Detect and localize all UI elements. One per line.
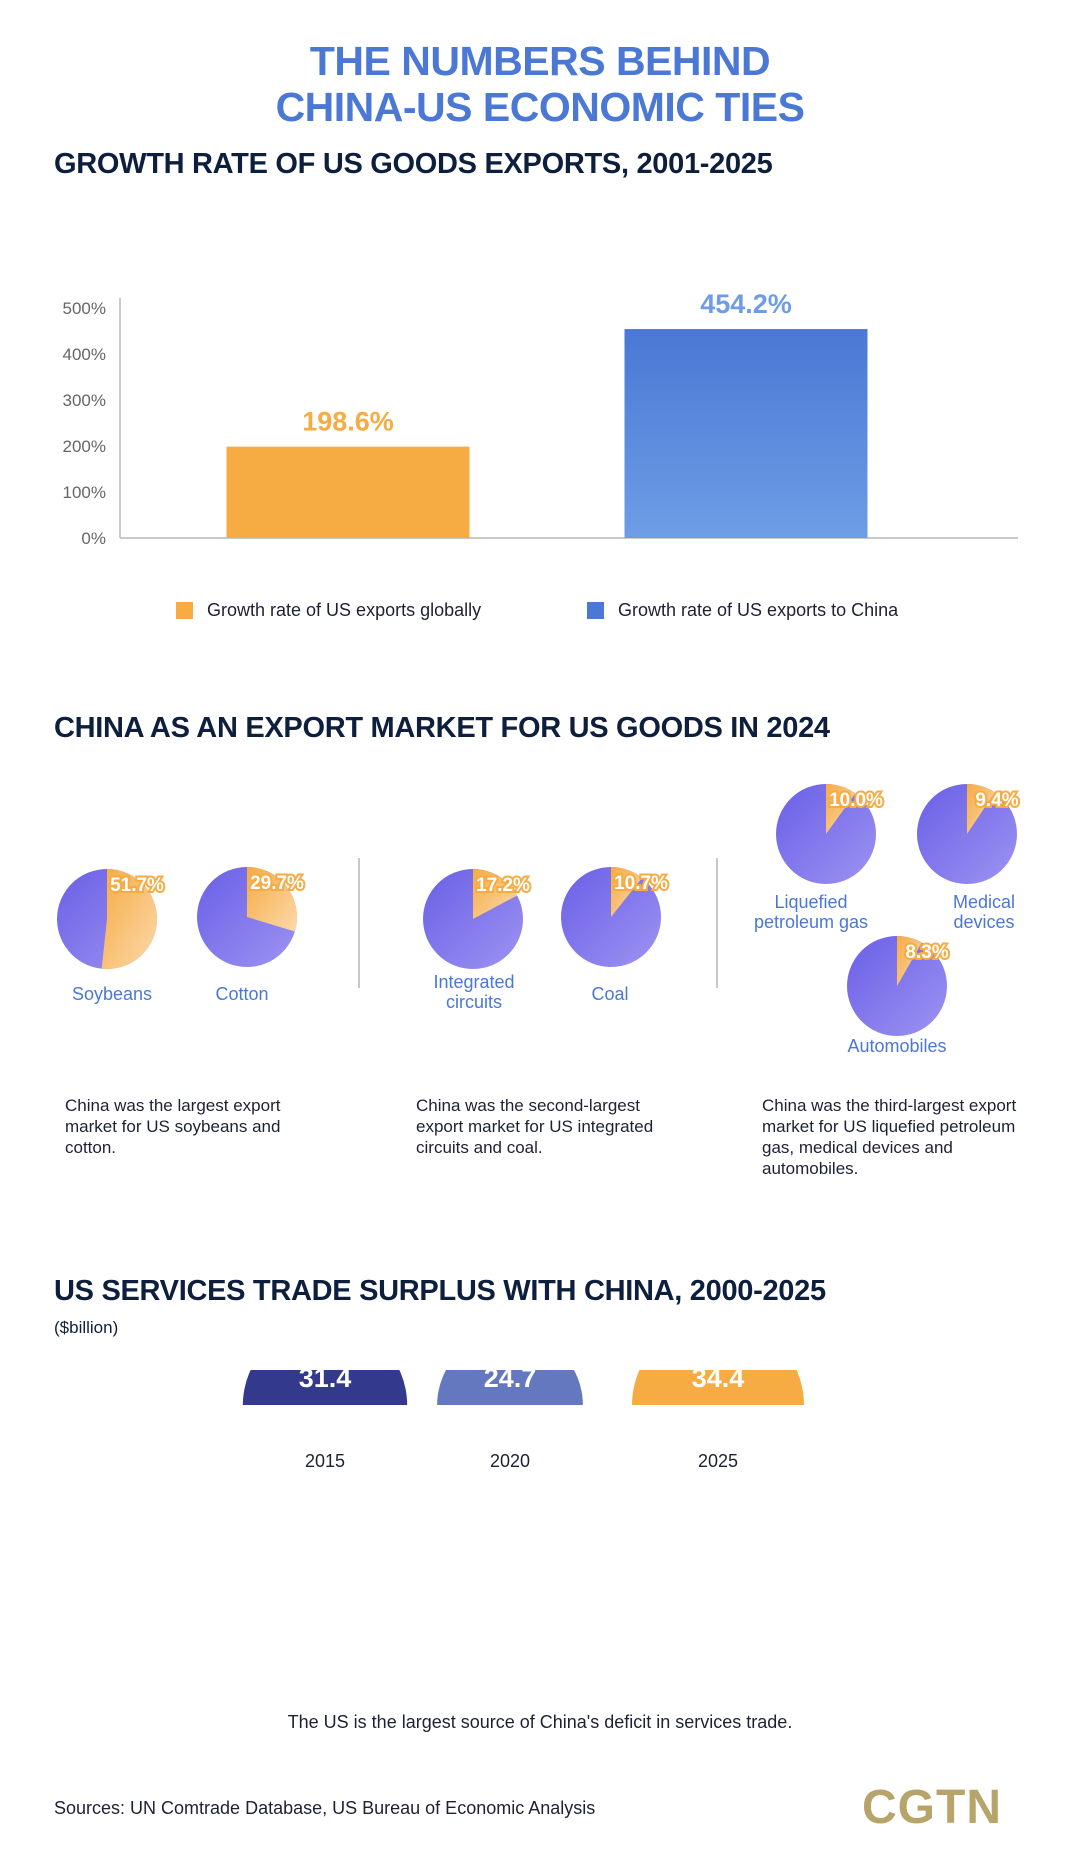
surplus-value-label: 24.7 [484,1370,537,1393]
y-tick-label: 200% [63,437,106,456]
pie-slice-china [473,869,518,919]
legend-global: Growth rate of US exports globally [176,600,481,621]
growth-bar-chart: 0% 100% 200% 300% 400% 500% 198.6% 454.2% [63,289,1018,548]
pie-value-label: 29.7% [250,873,304,894]
pie-category-label: Soybeans [72,984,152,1004]
surplus-semicircle-2020 [437,1370,583,1405]
y-tick-label: 100% [63,483,106,502]
page-title: THE NUMBERS BEHIND CHINA-US ECONOMIC TIE… [0,38,1080,130]
surplus-semicircle-2025 [632,1370,804,1405]
pie-category-label: Cotton [215,984,268,1004]
bar-data-label: 198.6% [302,407,394,437]
page-title-line1: THE NUMBERS BEHIND [309,38,771,84]
surplus-value-label: 31.4 [299,1370,352,1393]
pie-category-label: Liquefied petroleum gas [754,892,868,932]
pie-value-label: 10.0% [829,790,883,811]
services-surplus-chart: 2.520001.920059.4201031.4201524.7202034.… [242,1370,804,1471]
legend-china-label: Growth rate of US exports to China [618,600,899,620]
services-unit: ($billion) [54,1318,119,1337]
pie-value-label: 17.2% [476,875,530,896]
surplus-semicircle-2015 [242,1370,408,1405]
pie-category-label: Medical devices [953,892,1015,932]
cgtn-logo: CGTN [862,1781,1002,1834]
pie-value-label: 51.7% [110,875,164,896]
pie-category-label: Integrated circuits [433,972,514,1012]
growth-section-title: GROWTH RATE OF US GOODS EXPORTS, 2001-20… [54,148,773,180]
bar-data-label: 454.2% [700,289,792,319]
surplus-year-label: 2025 [698,1451,738,1471]
market-section-title: CHINA AS AN EXPORT MARKET FOR US GOODS I… [54,712,830,744]
divider-2 [716,858,718,988]
pie-category-label: Automobiles [847,1036,946,1056]
services-section-title: US SERVICES TRADE SURPLUS WITH CHINA, 20… [54,1275,826,1307]
bar-china [624,329,868,538]
surplus-value-label: 34.4 [692,1370,745,1393]
y-tick-label: 300% [63,391,106,410]
pie-slice-china [897,936,922,986]
legend-china: Growth rate of US exports to China [587,600,898,621]
pie-category-label: Coal [591,984,628,1004]
pie-value-label: 8.3% [905,942,948,963]
surplus-year-label: 2015 [305,1451,345,1471]
pie-value-label: 9.4% [975,790,1018,811]
y-tick-label: 500% [63,299,106,318]
caption-third-largest: China was the third-largest export marke… [762,1096,1017,1178]
page-title-line2: CHINA-US ECONOMIC TIES [275,84,805,130]
caption-largest: China was the largest export market for … [65,1096,281,1157]
pie-slice-china [967,784,995,834]
export-market-pies: 51.7% Soybeans 29.7% Cotton 17.2% Integrated c… [57,784,1021,1056]
sources: Sources: UN Comtrade Database, US Bureau… [54,1798,596,1818]
pie-slice-china [611,867,643,917]
bar-global [226,446,470,538]
caption-second-largest: China was the second-largest export mark… [416,1096,654,1157]
legend-global-swatch [176,602,193,619]
pie-slice-china [826,784,856,834]
pie-value-label: 10.7% [614,873,668,894]
y-tick-label: 400% [63,345,106,364]
surplus-year-label: 2020 [490,1451,530,1471]
legend-china-swatch [587,602,604,619]
divider-1 [358,858,360,988]
y-tick-label: 0% [81,529,106,548]
legend-global-label: Growth rate of US exports globally [207,600,482,620]
services-note: The US is the largest source of China's … [287,1712,793,1732]
pie-slice-china [101,869,157,969]
pie-slice-china [247,867,297,932]
